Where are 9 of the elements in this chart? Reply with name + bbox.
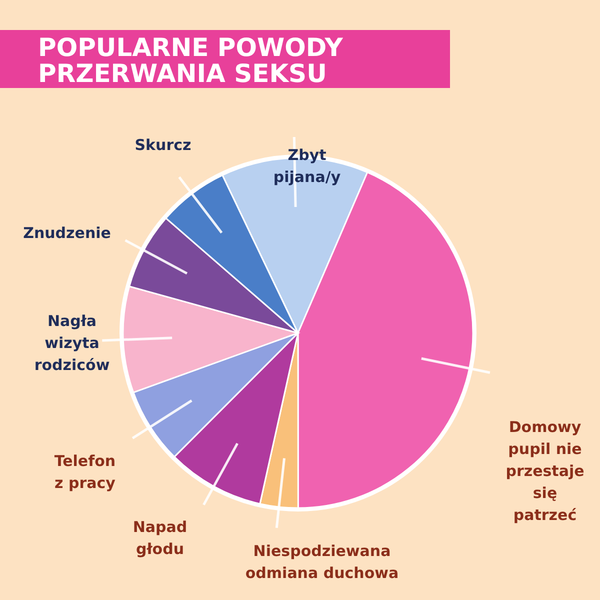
- slice-label: Napad głodu: [132, 518, 188, 558]
- slice-label: Domowy pupil nie przestaje się patrzeć: [506, 418, 584, 524]
- slice-label: Nagła wizyta rodziców: [34, 312, 110, 374]
- slice-label: Telefon z pracy: [54, 452, 116, 492]
- slice-label: Niespodziewana odmiana duchowa: [245, 542, 399, 582]
- chart-title: POPULARNE POWODY PRZERWANIA SEKSU: [38, 33, 344, 88]
- slice-label: Skurcz: [134, 136, 192, 154]
- slice-label: Zbyt pijana/y: [273, 146, 341, 186]
- slice-label: Znudzenie: [23, 224, 111, 242]
